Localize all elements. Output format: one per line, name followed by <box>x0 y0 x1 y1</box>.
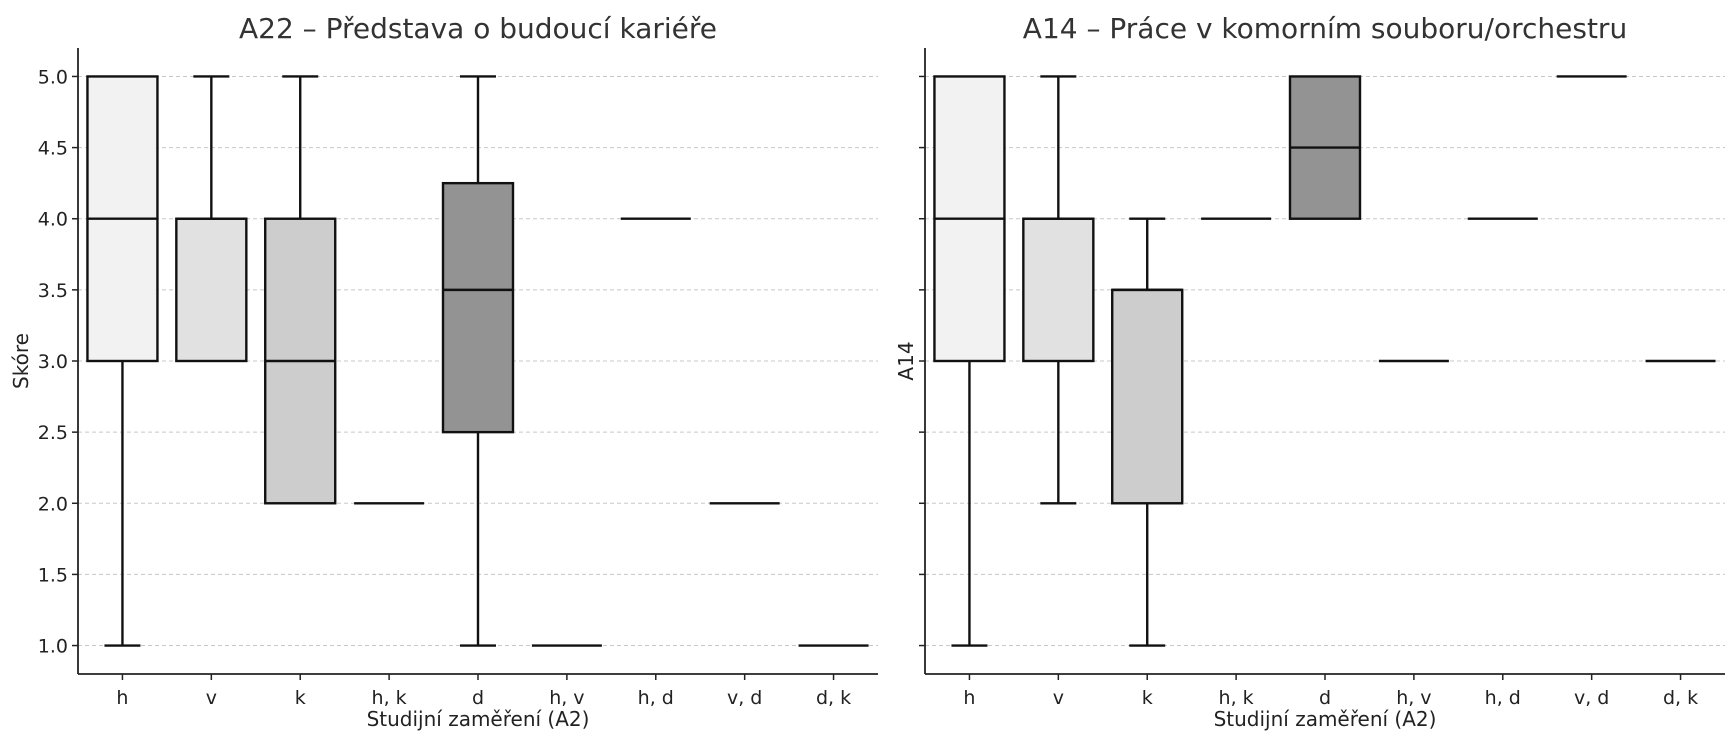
x-tick-label: h, v <box>549 687 584 709</box>
y-axis-label: Skóre <box>9 333 33 389</box>
x-tick-label: h <box>963 687 975 709</box>
y-tick-label: 5.0 <box>38 66 68 88</box>
x-tick-label: d <box>472 687 484 709</box>
y-tick-label: 1.5 <box>38 564 68 586</box>
y-tick-label: 3.5 <box>38 280 68 302</box>
box-h <box>933 75 1006 647</box>
box-iqr <box>441 181 515 434</box>
box-h <box>86 75 159 647</box>
x-tick-label: v <box>206 687 217 709</box>
x-tick-label: d, k <box>1663 687 1698 709</box>
box-iqr <box>1111 288 1184 505</box>
y-tick-label: 4.5 <box>38 138 68 160</box>
x-tick-label: h, d <box>1485 687 1521 709</box>
x-tick-label: h, v <box>1396 687 1431 709</box>
x-tick-label: v <box>1053 687 1064 709</box>
box-k <box>1111 217 1184 647</box>
x-tick-label: k <box>1142 687 1153 709</box>
y-tick-label: 1.0 <box>38 636 68 658</box>
x-axis-label: Studijní zaměření (A2) <box>1214 707 1437 731</box>
panel-2: h v k h, k d h, v h, d v, d d, k A14 – Práce v ko… <box>894 12 1725 731</box>
x-tick-label: v, d <box>727 687 762 709</box>
y-tick-label: 2.0 <box>38 493 68 515</box>
box-d <box>1288 75 1362 220</box>
box-iqr <box>1022 217 1095 363</box>
box-d <box>441 75 515 647</box>
x-tick-label: h, d <box>638 687 674 709</box>
x-tick-label: h, k <box>1219 687 1254 709</box>
box-v <box>1022 75 1095 505</box>
box-iqr <box>175 217 248 363</box>
panel-1: 1.0 1.5 2.0 2.5 3.0 3.5 4.0 4.5 5.0 h v k h, k d h, v h… <box>9 12 878 731</box>
x-tick-label: d <box>1319 687 1331 709</box>
y-axis-label: A14 <box>894 341 918 380</box>
y-tick-label: 2.5 <box>38 422 68 444</box>
x-tick-label: k <box>295 687 306 709</box>
y-tick-label: 4.0 <box>38 209 68 231</box>
x-tick-label: v, d <box>1574 687 1609 709</box>
chart-title: A14 – Práce v komorním souboru/orchestru <box>1023 12 1627 45</box>
x-axis-label: Studijní zaměření (A2) <box>367 707 590 731</box>
box-k <box>264 75 337 505</box>
chart-title: A22 – Představa o budoucí kariéře <box>239 12 717 45</box>
x-tick-label: d, k <box>816 687 851 709</box>
x-tick-label: h, k <box>372 687 407 709</box>
x-tick-label: h <box>116 687 128 709</box>
box-v <box>175 75 248 363</box>
y-tick-label: 3.0 <box>38 351 68 373</box>
